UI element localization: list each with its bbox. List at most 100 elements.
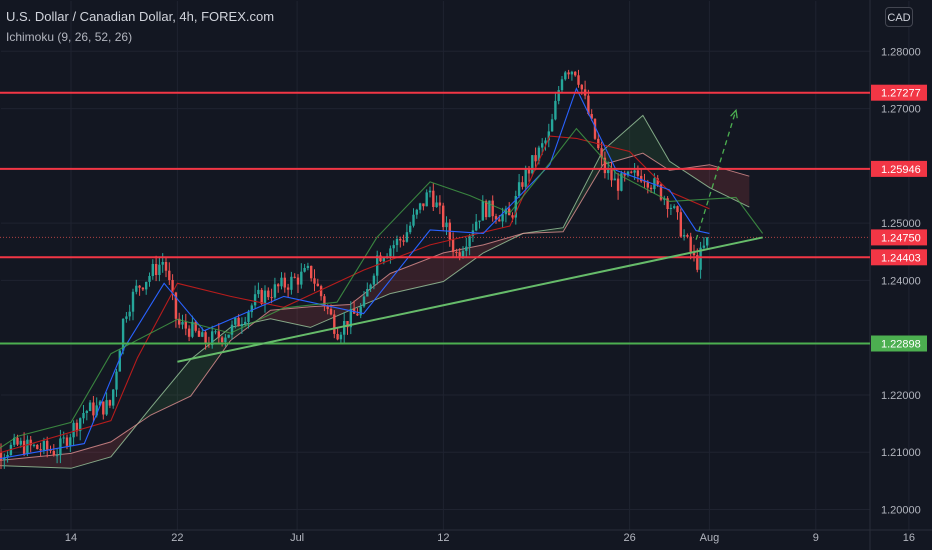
candle-body (369, 284, 372, 289)
candle-body (610, 169, 613, 181)
candle (442, 202, 445, 231)
candle (26, 435, 29, 457)
projection-arrow-head (730, 108, 738, 119)
candle-body (154, 264, 158, 275)
candle-body (135, 285, 138, 292)
candle (267, 287, 270, 300)
candle (372, 273, 376, 290)
candle-body (19, 440, 22, 445)
candle-body (181, 322, 184, 325)
candle-body (277, 284, 280, 287)
candle (547, 123, 550, 148)
candle (187, 325, 191, 342)
candle-body (524, 168, 527, 187)
candle-body (316, 283, 319, 287)
candle-body (488, 200, 491, 218)
candle-body (534, 155, 537, 162)
candle (102, 401, 105, 420)
candle-body (428, 190, 432, 193)
candle-body (616, 178, 620, 191)
candle-body (336, 334, 339, 340)
candle-body (699, 247, 702, 270)
candle-body (197, 330, 201, 337)
candle-body (541, 143, 544, 148)
candle-body (171, 280, 174, 293)
candle-body (442, 205, 445, 228)
x-tick-label: 9 (813, 532, 819, 544)
level-badge-label: 1.22898 (881, 339, 921, 351)
candle-body (26, 439, 29, 454)
time-axis: 14 22 Jul 12 26 Aug 9 16 (65, 532, 915, 544)
candle-body (280, 277, 283, 287)
candle-body (32, 444, 36, 446)
level-badge-bg (871, 249, 927, 266)
candle (92, 396, 95, 422)
candle (465, 237, 468, 257)
candle-body (484, 201, 488, 218)
candle-body (310, 265, 313, 279)
candle-body (547, 131, 550, 141)
candle-body (247, 312, 250, 322)
candle (399, 236, 402, 248)
candle-body (706, 237, 709, 246)
candle (405, 224, 409, 243)
indicator-legend[interactable]: Ichimoku (9, 26, 52, 26) (6, 30, 133, 44)
symbol-title[interactable]: U.S. Dollar / Canadian Dollar, 4h, FOREX… (6, 9, 275, 24)
candle-body (168, 270, 171, 281)
candle (191, 315, 194, 339)
candle-body (465, 246, 468, 251)
price-axis: 1.28000 1.27000 1.25000 1.24000 1.22000 1.210… (871, 46, 927, 517)
current-price-badge: 1.24750 (871, 229, 927, 246)
candle (125, 312, 128, 323)
candle (217, 323, 220, 343)
candle-body (227, 334, 230, 338)
candle-body (590, 114, 593, 119)
candle (306, 262, 310, 271)
candle-body (270, 297, 273, 299)
candle (247, 309, 250, 329)
candle-body (59, 438, 62, 456)
candle-body (128, 311, 131, 317)
candle (422, 203, 425, 211)
candle (184, 313, 187, 336)
x-tick-label: 16 (903, 532, 915, 544)
candle-body (293, 276, 296, 278)
y-tick-label: 1.20000 (881, 505, 921, 517)
candle-body (240, 324, 244, 327)
candle (376, 250, 379, 285)
candle-body (329, 308, 333, 315)
y-tick-label: 1.27000 (881, 104, 921, 116)
candle-body (653, 178, 656, 190)
candle-body (283, 277, 286, 288)
candle-body (550, 119, 554, 132)
level-badge-label: 1.27277 (881, 88, 921, 100)
candle (32, 443, 36, 448)
candle (468, 234, 471, 256)
candle (560, 76, 564, 93)
candle-body (253, 294, 257, 306)
candle-body (16, 437, 19, 445)
candle-body (382, 258, 385, 262)
candle-body (13, 437, 16, 445)
candle-body (75, 422, 79, 432)
candle (151, 259, 154, 280)
currency-button[interactable]: CAD (885, 7, 913, 27)
candle-body (696, 255, 699, 270)
candle-body (230, 324, 234, 335)
candle (145, 281, 148, 295)
candle (240, 317, 244, 334)
candle (138, 285, 141, 296)
candle (313, 269, 316, 292)
candle (620, 170, 623, 192)
candle (52, 444, 55, 457)
candle (3, 453, 6, 469)
candle (336, 328, 339, 341)
candle-body (88, 402, 92, 411)
candle-body (115, 371, 118, 390)
candle (319, 284, 323, 301)
candle (323, 294, 326, 312)
candle (640, 169, 643, 183)
candle-body (412, 214, 415, 226)
candle (699, 241, 702, 279)
